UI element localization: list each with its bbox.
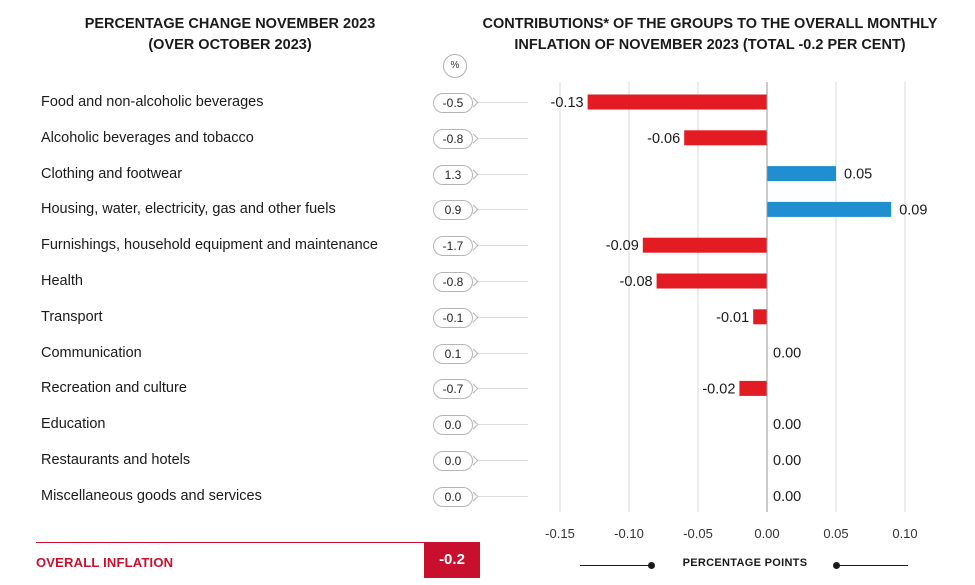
table-row: Transport -0.1 [0,307,530,328]
table-row: Restaurants and hotels 0.0 [0,451,530,471]
connector-line [478,102,528,103]
percentage-change-value: 1.3 [433,164,473,185]
category-label: Communication [41,344,142,361]
category-label: Health [41,273,83,289]
table-row: Clothing and footwear 1.3 [0,164,530,185]
data-label: -0.13 [551,95,584,111]
bar [753,309,767,325]
left-panel-title: PERCENTAGE CHANGE NOVEMBER 2023 (OVER OC… [40,14,420,56]
connector-line [478,281,528,282]
data-label: -0.02 [702,381,735,397]
x-tick-label: -0.05 [683,526,713,541]
connector-line [478,209,528,211]
bar [642,237,767,253]
overall-inflation-divider [36,542,424,543]
table-row: Food and non-alcoholic beverages -0.5 [0,93,530,113]
percentage-change-value: -0.5 [433,93,473,113]
data-label: 0.09 [899,202,927,218]
connector-line [478,173,528,175]
table-row: Education 0.0 [0,415,530,436]
connector-line [478,460,528,461]
x-tick-label: -0.10 [614,526,644,541]
table-row: Housing, water, electricity, gas and oth… [0,200,530,221]
connector-line [478,316,528,318]
x-tick-label: 0.00 [754,526,779,541]
x-tick-label: 0.10 [892,526,917,541]
table-row: Miscellaneous goods and services 0.0 [0,486,530,507]
connector-line [478,424,528,426]
chart-title: CONTRIBUTIONS* OF THE GROUPS TO THE OVER… [470,14,950,56]
percentage-change-value: 0.0 [433,486,473,507]
connector-line [478,495,528,497]
axis-title-decor-right-line [838,565,908,566]
bar [684,130,767,146]
chart-title-line2: INFLATION OF NOVEMBER 2023 (TOTAL -0.2 P… [514,37,906,53]
x-axis-title: PERCENTAGE POINTS [682,557,808,569]
category-label: Restaurants and hotels [41,452,191,468]
overall-inflation-value: -0.2 [424,542,480,578]
table-row: Health -0.8 [0,272,530,292]
percentage-change-value: 0.0 [433,451,473,471]
connector-line [478,137,528,139]
percentage-change-value: -0.7 [433,379,473,400]
percentage-change-value: -1.7 [433,236,473,257]
data-label: 0.00 [773,453,801,469]
axis-title-decor-right-dot [833,562,840,569]
left-title-line1: PERCENTAGE CHANGE NOVEMBER 2023 [84,16,376,32]
category-label: Recreation and culture [41,380,187,397]
connector-line [478,352,528,354]
table-row: Recreation and culture -0.7 [0,379,530,400]
data-label: -0.08 [620,274,653,290]
category-label: Transport [41,308,103,325]
category-label: Clothing and footwear [41,165,183,182]
table-row: Communication 0.1 [0,343,530,364]
data-label: 0.05 [844,167,872,183]
percentage-change-value: 0.9 [433,200,473,221]
percentage-change-value: -0.8 [433,128,473,149]
category-label: Miscellaneous goods and services [41,487,262,504]
table-row: Furnishings, household equipment and mai… [0,236,530,257]
bar [739,380,767,396]
percentage-change-value: 0.1 [433,343,473,364]
bar [767,201,892,217]
data-label: -0.06 [647,131,680,147]
connector-line [478,245,528,247]
percentage-change-value: -0.8 [433,272,473,292]
category-label: Alcoholic beverages and tobacco [41,129,254,146]
chart-title-line1: CONTRIBUTIONS* OF THE GROUPS TO THE OVER… [482,16,938,32]
bar [767,166,836,182]
bar [656,273,767,289]
axis-title-decor-left-dot [648,562,655,569]
x-tick-label: -0.15 [545,526,575,541]
left-title-line2: (OVER OCTOBER 2023) [148,37,312,53]
bar [587,94,767,110]
data-label: -0.01 [716,310,749,326]
percent-unit-badge: % [443,54,467,78]
data-label: 0.00 [773,489,801,505]
table-row: Alcoholic beverages and tobacco -0.8 [0,128,530,149]
category-label: Education [41,416,106,433]
data-label: -0.09 [606,238,639,254]
axis-title-decor-left-line [580,565,650,566]
category-label: Housing, water, electricity, gas and oth… [41,201,336,218]
data-label: 0.00 [773,346,801,362]
data-label: 0.00 [773,417,801,433]
category-label: Food and non-alcoholic beverages [41,94,264,110]
connector-line [478,388,528,390]
overall-inflation-label: OVERALL INFLATION [36,555,174,570]
category-label: Furnishings, household equipment and mai… [41,237,378,254]
x-tick-label: 0.05 [823,526,848,541]
percentage-change-value: 0.0 [433,415,473,436]
percentage-change-value: -0.1 [433,307,473,328]
